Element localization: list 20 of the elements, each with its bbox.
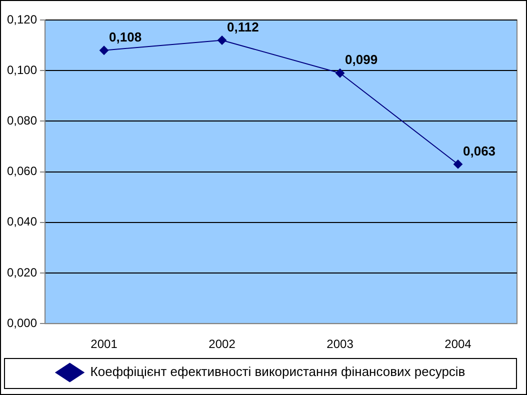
x-tick-label: 2001 — [90, 337, 118, 352]
point — [454, 160, 463, 169]
point — [218, 36, 227, 45]
y-tick-label: 0,100 — [7, 62, 38, 77]
y-tick-label: 0,020 — [7, 265, 38, 280]
legend-label: Коеффіцієнт ефективності використання фінансових ресурсів — [90, 364, 466, 380]
y-tick-label: 0,120 — [7, 12, 38, 26]
x-tick-label: 2003 — [326, 337, 354, 352]
y-tick-label: 0,040 — [7, 214, 38, 229]
data-label: 0,099 — [345, 52, 378, 68]
data-label: 0,112 — [227, 19, 259, 34]
y-tick-label: 0,000 — [7, 316, 38, 330]
data-label: 0,063 — [463, 143, 496, 158]
x-tick-label: 2002 — [208, 337, 236, 352]
data-label: 0,108 — [109, 29, 142, 44]
x-tick-label: 2004 — [444, 337, 472, 352]
point — [336, 68, 345, 78]
point — [100, 46, 109, 55]
y-tick-label: 0,060 — [7, 164, 38, 178]
y-tick-label: 0,080 — [7, 114, 38, 128]
